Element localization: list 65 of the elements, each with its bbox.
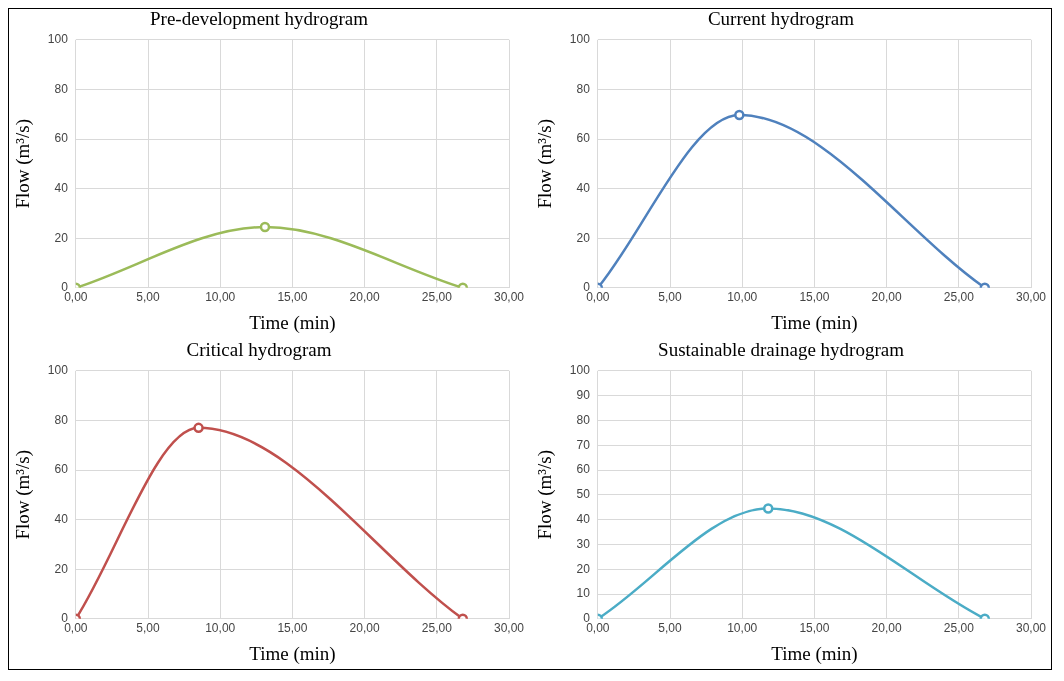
y-tick-label: 20	[54, 230, 69, 245]
y-tick-label: 80	[576, 412, 591, 427]
y-tick-label: 80	[54, 81, 69, 96]
y-tick-label: 70	[576, 437, 591, 452]
x-tick-label: 25,00	[421, 290, 453, 305]
x-tick-label: 15,00	[277, 290, 308, 305]
x-tick-label: 5,00	[658, 621, 683, 636]
x-tick-label: 30,00	[1015, 621, 1047, 636]
y-tick-label: 40	[54, 180, 69, 195]
x-tick-label: 30,00	[493, 290, 525, 305]
x-axis-title: Time (min)	[771, 311, 858, 334]
y-tick-label: 50	[576, 487, 591, 502]
y-tick-label: 60	[576, 131, 591, 146]
y-tick-label: 60	[54, 131, 69, 146]
x-tick-label: 20,00	[871, 290, 902, 305]
x-tick-label: 5,00	[136, 621, 161, 636]
x-tick-label: 5,00	[658, 290, 683, 305]
y-tick-label: 100	[569, 363, 591, 378]
y-tick-label: 20	[576, 561, 591, 576]
x-axis-title: Time (min)	[249, 642, 336, 665]
x-tick-label: 10,00	[205, 290, 236, 305]
y-axis-title: Flow (m³/s)	[534, 118, 557, 209]
y-tick-label: 10	[576, 586, 591, 601]
x-tick-label: 25,00	[421, 621, 453, 636]
x-tick-label: 25,00	[943, 621, 975, 636]
x-tick-label: 20,00	[349, 621, 380, 636]
y-tick-label: 20	[54, 561, 69, 576]
y-tick-label: 80	[54, 412, 69, 427]
y-axis-title: Flow (m³/s)	[12, 118, 35, 209]
chart-title: Pre-development hydrogram	[150, 8, 369, 30]
y-tick-label: 40	[576, 511, 591, 526]
x-tick-label: 30,00	[493, 621, 525, 636]
y-tick-label: 90	[576, 387, 591, 402]
y-tick-label: 100	[569, 32, 591, 47]
x-axis-title: Time (min)	[249, 311, 336, 334]
x-tick-label: 10,00	[727, 621, 758, 636]
x-tick-label: 10,00	[205, 621, 236, 636]
x-axis-title: Time (min)	[771, 642, 858, 665]
y-tick-label: 60	[576, 462, 591, 477]
y-tick-label: 30	[576, 536, 591, 551]
x-tick-label: 30,00	[1015, 290, 1047, 305]
y-axis-title: Flow (m³/s)	[12, 449, 35, 540]
x-tick-label: 20,00	[349, 290, 380, 305]
x-tick-label: 20,00	[871, 621, 902, 636]
x-tick-label: 0,00	[64, 290, 88, 305]
x-tick-label: 10,00	[727, 290, 758, 305]
y-tick-label: 100	[47, 32, 69, 47]
x-tick-label: 15,00	[277, 621, 308, 636]
x-tick-label: 0,00	[586, 290, 610, 305]
y-tick-label: 80	[576, 81, 591, 96]
y-tick-label: 40	[576, 180, 591, 195]
y-tick-label: 60	[54, 462, 69, 477]
chart-title: Current hydrogram	[707, 8, 855, 30]
chart-title: Critical hydrogram	[186, 339, 332, 361]
y-axis-title: Flow (m³/s)	[534, 449, 557, 540]
y-tick-label: 100	[47, 363, 69, 378]
y-tick-label: 40	[54, 511, 69, 526]
x-tick-label: 0,00	[64, 621, 88, 636]
x-tick-label: 5,00	[136, 290, 161, 305]
chart-title: Sustainable drainage hydrogram	[658, 339, 905, 361]
y-tick-label: 20	[576, 230, 591, 245]
x-tick-label: 0,00	[586, 621, 610, 636]
x-tick-label: 15,00	[799, 621, 830, 636]
x-tick-label: 15,00	[799, 290, 830, 305]
x-tick-label: 25,00	[943, 290, 975, 305]
